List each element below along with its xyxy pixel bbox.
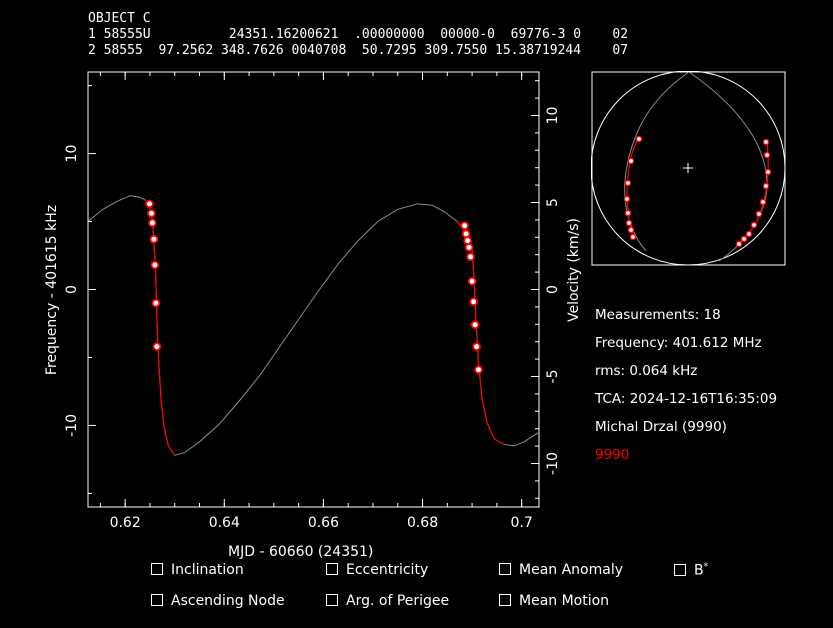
y-axis-label: Frequency - 401615 kHz (44, 205, 60, 375)
checkbox-label: Mean Anomaly (519, 562, 624, 578)
checkbox-box[interactable] (326, 594, 338, 606)
measurement-point (474, 365, 483, 375)
measurement-point (151, 298, 161, 308)
pass-track-right (688, 71, 768, 262)
checkbox-label: Eccentricity (346, 562, 429, 578)
polar-plot (591, 71, 786, 266)
measurement-point (461, 229, 471, 239)
tle-line-2: 2 58555 97.2562 348.7626 0040708 50.7295… (88, 43, 629, 58)
checkbox-mean-anomaly[interactable]: Mean Anomaly (499, 562, 623, 578)
center-marker (683, 163, 693, 173)
y2-axis-label: Velocity (km/s) (566, 218, 582, 322)
measurement-points (145, 199, 483, 375)
measurement-count: Measurements: 18 (595, 307, 721, 323)
frequency-value: Frequency: 401.612 MHz (595, 335, 762, 351)
checkbox-label: Arg. of Perigee (346, 593, 450, 609)
y2-tick-label: 0 (545, 285, 561, 294)
polar-point (750, 221, 758, 229)
tca-value: TCA: 2024-12-16T16:35:09 (595, 391, 778, 407)
station-id: 9990 (595, 447, 630, 463)
x-tick-label: 0.66 (308, 515, 339, 531)
measurement-point (470, 320, 480, 330)
polar-point (635, 135, 643, 143)
y2-tick-label: -5 (545, 370, 561, 384)
polar-point (755, 210, 763, 218)
y2-tick-label: 10 (545, 107, 561, 125)
checkbox-box[interactable] (151, 563, 163, 575)
measurement-point (464, 243, 474, 252)
fit-curve-pass-1 (144, 199, 176, 456)
polar-point (627, 226, 635, 234)
measurement-point (467, 276, 477, 286)
polar-point (745, 230, 753, 238)
checkbox-mean-motion[interactable]: Mean Motion (499, 593, 609, 609)
measurement-point (149, 234, 159, 244)
x-tick-label: 0.7 (511, 515, 533, 531)
observer-name: Michal Drzal (9990) (595, 419, 727, 435)
tle-line-1: 1 58555U 24351.16200621 .00000000 00000-… (88, 27, 629, 42)
polar-point (625, 219, 633, 227)
y-tick-label: 10 (64, 145, 80, 163)
polar-point (764, 168, 772, 176)
measurement-point (147, 209, 156, 218)
checkbox-inclination[interactable]: Inclination (151, 562, 244, 578)
checkbox-label: Inclination (171, 562, 244, 578)
object-name: OBJECT C (88, 11, 151, 26)
fit-curve-pass-2 (456, 221, 505, 446)
axis-ticks: 0.62 0.64 0.66 0.68 0.7 -10 0 10 -10 -5 0 5 10 (64, 72, 561, 531)
fit-curve-layer (144, 199, 505, 456)
checkbox-bstar[interactable]: B* (674, 562, 708, 579)
checkbox-box[interactable] (499, 563, 511, 575)
horizon-circle (591, 71, 786, 266)
checkbox-ascending-node[interactable]: Ascending Node (151, 593, 285, 609)
measurement-point (150, 260, 160, 270)
checkbox-arg-of-perigee[interactable]: Arg. of Perigee (326, 593, 449, 609)
measurement-point (469, 297, 478, 307)
x-tick-label: 0.62 (110, 515, 141, 531)
y2-tick-label: -10 (545, 452, 561, 475)
checkbox-box[interactable] (326, 563, 338, 575)
measurement-point (145, 199, 154, 209)
y-tick-label: -10 (64, 414, 80, 437)
checkbox-box[interactable] (499, 594, 511, 606)
pass-track-left (624, 71, 690, 252)
checkbox-eccentricity[interactable]: Eccentricity (326, 562, 428, 578)
polar-point (623, 195, 631, 203)
measurement-point (472, 342, 481, 351)
checkbox-box[interactable] (674, 563, 686, 576)
polar-point (735, 240, 743, 248)
y2-tick-label: 5 (545, 198, 561, 207)
checkbox-label: Ascending Node (171, 593, 285, 609)
x-axis-label: MJD - 60660 (24351) (228, 544, 373, 560)
checkbox-label-superscript: * (703, 562, 709, 572)
checkbox-label: Mean Motion (519, 593, 610, 609)
measurement-point (463, 236, 472, 245)
checkbox-box[interactable] (151, 594, 163, 606)
x-tick-label: 0.64 (209, 515, 240, 531)
polar-point (624, 209, 632, 217)
measurement-point (152, 342, 162, 351)
polar-points (623, 135, 772, 248)
polar-point (762, 182, 770, 190)
x-tick-label: 0.68 (407, 515, 438, 531)
measurement-point (148, 218, 157, 228)
measurement-point (460, 221, 470, 230)
measurement-point (466, 252, 475, 262)
checkbox-label: B (694, 562, 704, 579)
polar-point (627, 157, 635, 165)
polar-point (759, 198, 767, 206)
polar-point (629, 233, 637, 241)
polar-point (624, 179, 632, 187)
polar-point (740, 235, 748, 243)
polar-point (762, 138, 770, 146)
polar-point (763, 151, 771, 159)
y-tick-label: 0 (64, 285, 80, 294)
rms-value: rms: 0.064 kHz (595, 363, 698, 379)
